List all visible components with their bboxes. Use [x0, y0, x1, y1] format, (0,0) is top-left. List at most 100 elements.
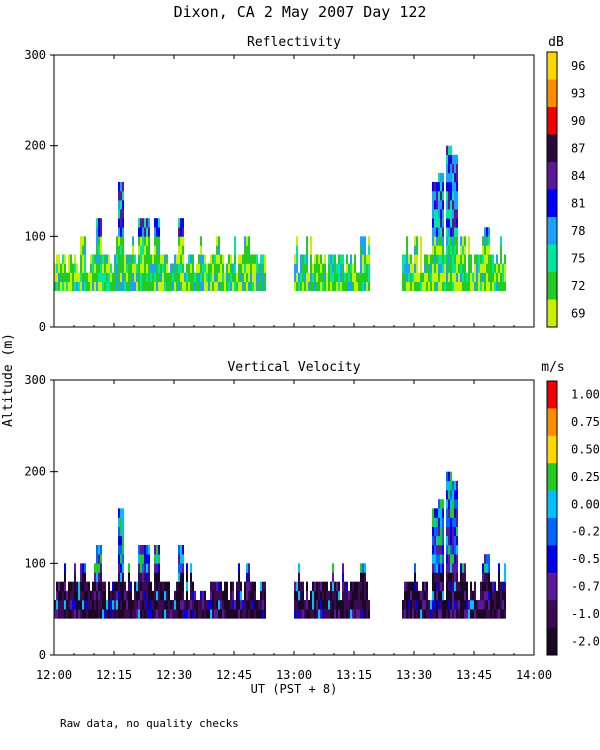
data-cell [458, 609, 460, 619]
data-cell [504, 263, 506, 273]
data-cell [440, 172, 442, 183]
data-cell [104, 590, 106, 601]
data-cell [122, 191, 124, 201]
data-cell [416, 590, 418, 601]
data-cell [78, 281, 80, 292]
data-cell [80, 581, 82, 592]
data-cell [488, 590, 490, 601]
colorbar-swatch [547, 381, 557, 409]
data-cell [502, 600, 504, 610]
data-cell [86, 281, 88, 292]
data-cell [408, 600, 410, 610]
data-cell [56, 600, 58, 610]
data-cell [264, 254, 266, 264]
data-cell [66, 600, 68, 610]
data-cell [342, 563, 344, 573]
data-cell [324, 254, 326, 264]
data-cell [432, 581, 434, 592]
data-cell [190, 572, 192, 582]
data-cell [490, 581, 492, 592]
data-cell [452, 490, 454, 500]
data-cell [154, 572, 156, 582]
data-cell [82, 600, 84, 610]
data-cell [142, 236, 144, 246]
data-cell [464, 272, 466, 282]
data-cell [106, 254, 108, 264]
data-cell [308, 600, 310, 610]
data-cell [450, 480, 452, 491]
data-cell [416, 272, 418, 282]
data-cell [490, 281, 492, 292]
data-cell [162, 272, 164, 282]
data-cell [88, 272, 90, 282]
data-cell [120, 508, 122, 518]
data-cell [80, 254, 82, 264]
data-cell [322, 581, 324, 592]
data-cell [434, 191, 436, 201]
data-cell [248, 600, 250, 610]
data-cell [440, 563, 442, 573]
data-cell [442, 263, 444, 273]
data-cell [358, 272, 360, 282]
data-cell [100, 236, 102, 246]
data-cell [126, 281, 128, 292]
data-cell [118, 245, 120, 255]
data-cell [500, 263, 502, 273]
data-cell [332, 272, 334, 282]
data-cell [178, 563, 180, 573]
data-cell [62, 600, 64, 610]
data-cell [408, 272, 410, 282]
data-cell [486, 227, 488, 237]
data-cell [482, 281, 484, 292]
data-cell [450, 590, 452, 601]
data-cell [336, 609, 338, 619]
data-cell [316, 600, 318, 610]
data-cell [156, 218, 158, 228]
data-cell [434, 272, 436, 282]
data-cell [92, 272, 94, 282]
y-axis-label: Altitude (m) [1, 333, 16, 427]
data-cell [302, 263, 304, 273]
data-cell [260, 272, 262, 282]
data-cell [182, 554, 184, 564]
data-cell [160, 590, 162, 601]
data-cell [338, 281, 340, 292]
data-cell [122, 263, 124, 273]
data-cell [110, 272, 112, 282]
data-cell [214, 281, 216, 292]
data-cell [158, 590, 160, 601]
data-cell [168, 609, 170, 619]
data-cell [446, 545, 448, 555]
data-cell [252, 600, 254, 610]
data-cell [326, 590, 328, 601]
data-cell [216, 254, 218, 264]
data-cell [436, 581, 438, 592]
data-cell [118, 590, 120, 601]
data-cell [264, 609, 266, 619]
data-cell [92, 590, 94, 601]
data-cell [312, 263, 314, 273]
data-cell [450, 526, 452, 537]
data-cell [166, 590, 168, 601]
data-cell [414, 609, 416, 619]
data-cell [158, 572, 160, 582]
data-cell [64, 590, 66, 601]
data-cell [62, 609, 64, 619]
data-cell [342, 581, 344, 592]
data-cell [434, 517, 436, 527]
data-cell [100, 272, 102, 282]
data-cell [100, 609, 102, 619]
data-cell [174, 590, 176, 601]
data-cell [404, 281, 406, 292]
data-cell [334, 600, 336, 610]
data-cell [436, 609, 438, 619]
data-cell [142, 572, 144, 582]
data-cell [436, 209, 438, 219]
data-cell [174, 263, 176, 273]
data-cell [114, 254, 116, 264]
data-cell [306, 236, 308, 246]
data-cell [120, 590, 122, 601]
data-cell [224, 581, 226, 592]
data-cell [436, 590, 438, 601]
data-cell [262, 254, 264, 264]
